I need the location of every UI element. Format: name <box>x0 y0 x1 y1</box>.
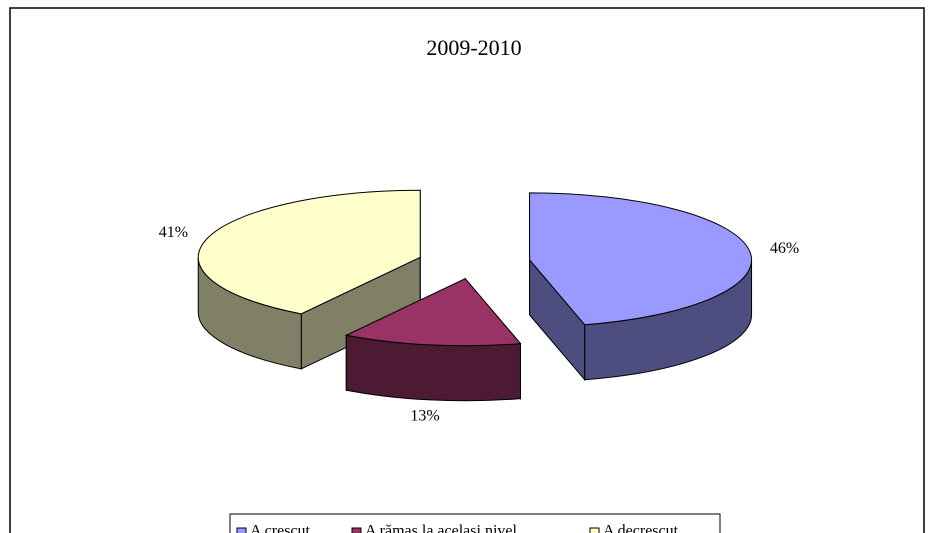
chart-border <box>9 7 925 533</box>
pie-slice <box>529 192 753 382</box>
slice-top <box>344 278 522 347</box>
legend-swatch <box>236 527 247 533</box>
data-label: 46% <box>770 240 799 257</box>
data-label: 13% <box>410 408 439 425</box>
pie-slice <box>197 189 421 370</box>
data-label: 41% <box>159 224 188 241</box>
chart-title: 2009-2010 <box>426 35 521 60</box>
legend-swatch <box>351 527 362 533</box>
slice-top <box>529 192 753 326</box>
legend-label: A rămas la același nivel <box>365 523 517 533</box>
legend-label: A decrescut <box>603 523 679 533</box>
slice-top <box>197 189 421 315</box>
pie-slice <box>344 277 522 402</box>
legend-swatch <box>589 527 600 533</box>
legend-label: A crescut <box>250 523 311 533</box>
